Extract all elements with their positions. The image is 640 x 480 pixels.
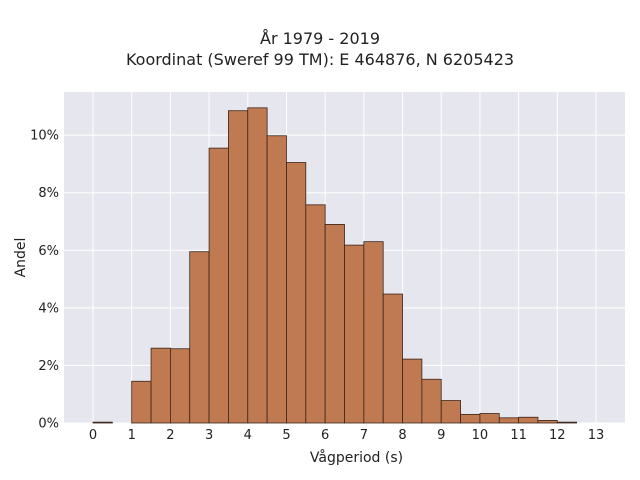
histogram-bar	[382, 293, 403, 424]
histogram-bar	[228, 110, 249, 424]
y-tick-label: 8%	[38, 186, 59, 201]
histogram-bar	[344, 244, 365, 424]
histogram-bar	[479, 413, 500, 424]
x-tick-label: 7	[360, 428, 368, 443]
histogram-bar	[208, 147, 229, 424]
y-tick-label: 0%	[38, 417, 59, 432]
x-tick-label: 10	[472, 428, 489, 443]
x-tick-labels: 0 1 2 3 4 5 6 7 8 9 10 11 12 13	[89, 428, 604, 443]
x-tick-label: 6	[321, 428, 329, 443]
histogram-bar	[92, 421, 113, 424]
histogram-bar	[189, 251, 210, 424]
y-tick-label: 2%	[38, 359, 59, 374]
x-tick-label: 4	[244, 428, 252, 443]
histogram-bar	[169, 348, 191, 424]
x-tick-label: 5	[282, 428, 290, 443]
histogram-bar	[305, 204, 326, 424]
histogram-bar	[363, 241, 384, 424]
histogram-bar	[518, 416, 539, 424]
bars-group	[92, 107, 578, 424]
histogram-bar	[537, 420, 558, 424]
histogram-bar	[556, 421, 578, 424]
histogram-bar	[150, 347, 171, 424]
chart-title: År 1979 - 2019	[260, 29, 380, 48]
x-tick-label: 3	[205, 428, 213, 443]
histogram-bar	[498, 417, 520, 424]
x-tick-label: 13	[588, 428, 605, 443]
x-tick-label: 12	[549, 428, 566, 443]
y-tick-label: 4%	[38, 301, 59, 316]
histogram-bar	[286, 162, 307, 424]
histogram-bar	[247, 107, 268, 424]
histogram-bar	[131, 380, 152, 424]
histogram-bar	[440, 400, 461, 424]
histogram-bar	[266, 135, 287, 424]
y-tick-label: 6%	[38, 244, 59, 259]
x-tick-label: 0	[89, 428, 97, 443]
y-tick-labels: 0% 2% 4% 6% 8% 10%	[30, 129, 59, 432]
x-tick-label: 1	[128, 428, 136, 443]
histogram-bar	[460, 413, 481, 424]
x-axis-label: Vågperiod (s)	[310, 449, 403, 466]
x-tick-label: 8	[398, 428, 406, 443]
chart-subtitle: Koordinat (Sweref 99 TM): E 464876, N 62…	[125, 50, 515, 69]
y-axis-label: Andel	[13, 238, 29, 278]
histogram-bar	[324, 223, 345, 424]
histogram-bar	[421, 378, 442, 424]
x-tick-label: 11	[510, 428, 527, 443]
x-tick-label: 2	[166, 428, 174, 443]
y-tick-label: 10%	[30, 129, 59, 144]
x-tick-label: 9	[437, 428, 445, 443]
histogram-bar	[402, 358, 423, 424]
